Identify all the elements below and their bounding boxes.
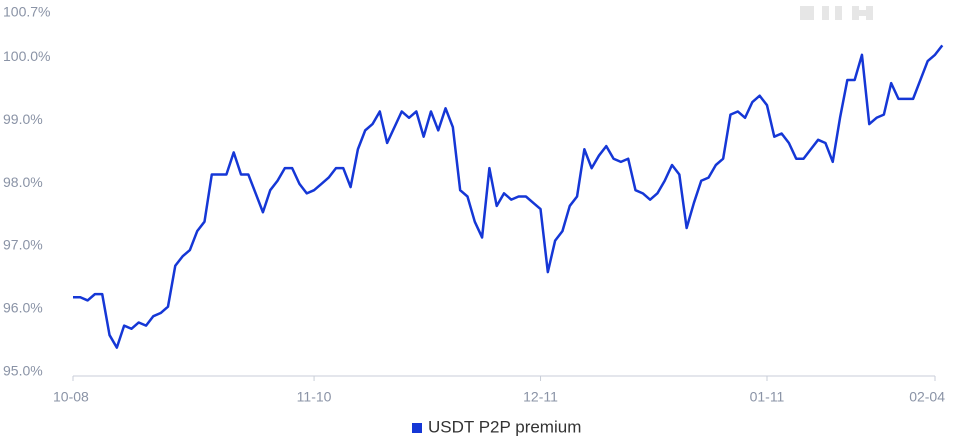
y-tick-label: 100.0%	[3, 48, 50, 64]
line	[73, 44, 944, 349]
y-tick-label: 95.0%	[3, 363, 43, 379]
x-tick-label: 11-10	[297, 389, 332, 405]
y-tick-label: 99.0%	[3, 111, 43, 127]
legend-swatch	[412, 423, 422, 433]
y-tick-label: 96.0%	[3, 300, 43, 316]
x-tick-label: 12-11	[523, 389, 558, 405]
x-tick-label: 10-08	[53, 389, 89, 405]
watermark	[800, 6, 873, 20]
y-tick-label: 98.0%	[3, 174, 43, 190]
legend-label: USDT P2P premium	[428, 417, 581, 436]
x-tick-label: 02-04	[909, 389, 945, 405]
y-tick-label: 100.7%	[3, 4, 50, 20]
x-tick-label: 01-11	[750, 389, 785, 405]
y-tick-label: 97.0%	[3, 237, 43, 253]
